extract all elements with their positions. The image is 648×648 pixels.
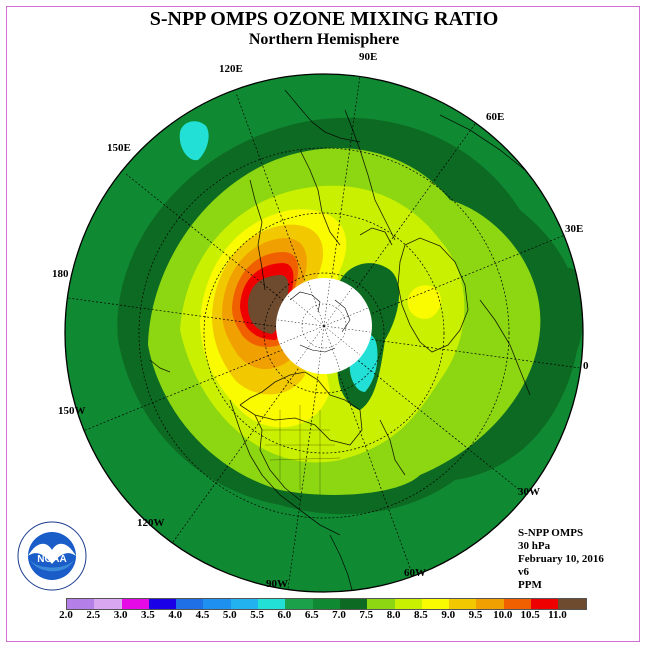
colorbar-swatch xyxy=(176,599,204,609)
colorbar-swatch xyxy=(121,599,149,609)
lon-label-60e: 60E xyxy=(486,111,505,123)
lon-label-30e: 30E xyxy=(565,223,584,235)
lon-label-30w: 30W xyxy=(518,486,540,498)
lon-label-150w: 150W xyxy=(58,405,86,417)
info-units: PPM xyxy=(518,579,542,591)
info-level: 30 hPa xyxy=(518,540,551,552)
colorbar-swatch xyxy=(230,599,259,609)
colorbar-swatch xyxy=(203,599,231,609)
info-block: S-NPP OMPS 30 hPa February 10, 2016 v6 P… xyxy=(518,527,604,592)
polar-graticule xyxy=(277,279,371,374)
lon-label-120w: 120W xyxy=(137,517,165,529)
map-outline xyxy=(64,73,584,593)
colorbar-swatch xyxy=(531,599,559,609)
colorbar-label: 5.0 xyxy=(222,609,237,621)
colorbar-swatch xyxy=(94,599,122,609)
colorbar-swatch xyxy=(421,599,450,609)
colorbar-swatch xyxy=(285,599,313,609)
colorbar-label: 4.5 xyxy=(195,609,210,621)
lon-label-60w: 60W xyxy=(404,567,426,579)
colorbar-label: 2.5 xyxy=(86,609,101,621)
info-date: February 10, 2016 xyxy=(518,553,604,565)
lon-label-180: 180 xyxy=(52,268,69,280)
colorbar-label: 8.0 xyxy=(386,609,401,621)
colorbar-label: 11.0 xyxy=(548,609,567,621)
colorbar-swatch xyxy=(476,599,504,609)
lon-label-0: 0 xyxy=(583,360,589,372)
field-dark-green-pacific xyxy=(558,267,583,362)
plot-frame xyxy=(6,6,640,642)
coastlines xyxy=(149,89,531,591)
lon-label-120e: 120E xyxy=(219,63,243,75)
colorbar-swatch xyxy=(503,599,532,609)
colorbar-label: 6.0 xyxy=(277,609,292,621)
map-subtitle: Northern Hemisphere xyxy=(248,31,400,48)
graticule xyxy=(67,75,581,590)
colorbar-swatch xyxy=(449,599,477,609)
colorbar-swatch xyxy=(558,599,586,609)
colorbar-swatch xyxy=(367,599,395,609)
colorbar-label: 6.5 xyxy=(304,609,319,621)
noaa-logo: NOAA xyxy=(16,520,88,597)
colorbar-swatch xyxy=(312,599,340,609)
colorbar-label: 7.5 xyxy=(359,609,374,621)
colorbar-label: 8.5 xyxy=(414,609,428,621)
colorbar-swatch xyxy=(67,599,95,609)
colorbar-swatch xyxy=(394,599,422,609)
colorbar-label: 5.5 xyxy=(250,609,264,621)
lon-label-90e: 90E xyxy=(359,51,378,63)
lon-label-150e: 150E xyxy=(107,142,131,154)
colorbar-label: 2.0 xyxy=(59,609,73,621)
colorbar-label: 4.0 xyxy=(168,609,183,621)
colorbar-swatch xyxy=(148,599,177,609)
colorbar-label: 3.0 xyxy=(113,609,128,621)
colorbar-label: 9.5 xyxy=(468,609,483,621)
colorbar-label: 9.0 xyxy=(441,609,456,621)
lon-label-90w: 90W xyxy=(266,578,288,590)
field-cyan-pacific xyxy=(179,121,209,161)
colorbar-label: 10.0 xyxy=(493,609,513,621)
info-version: v6 xyxy=(518,566,529,578)
map-title: S-NPP OMPS OZONE MIXING RATIO xyxy=(149,8,499,30)
colorbar-swatch xyxy=(339,599,368,609)
field-europe-8-8.5 xyxy=(407,285,442,319)
info-instrument: S-NPP OMPS xyxy=(518,527,584,539)
colorbar-label: 7.0 xyxy=(332,609,346,621)
colorbar-swatch xyxy=(258,599,286,609)
colorbar-label: 3.5 xyxy=(141,609,155,621)
noaa-logo-text: NOAA xyxy=(37,554,66,565)
colorbar-label: 10.5 xyxy=(520,609,540,621)
colorbar xyxy=(66,598,587,610)
polar-coastlines xyxy=(289,291,351,353)
